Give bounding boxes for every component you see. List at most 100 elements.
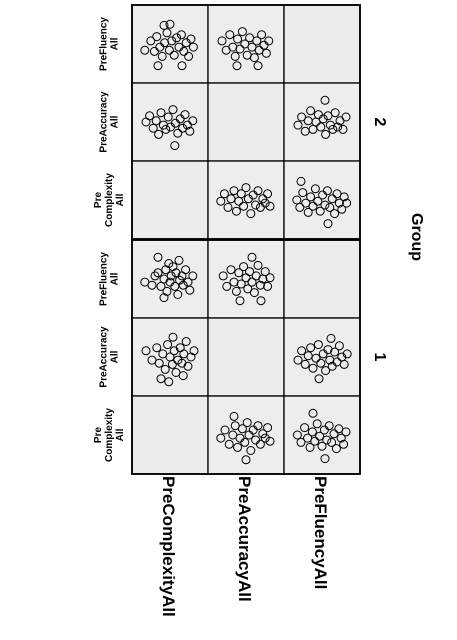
data-point xyxy=(341,427,351,437)
scatter-cell xyxy=(207,160,285,240)
data-point xyxy=(167,36,177,46)
data-point xyxy=(231,286,241,296)
data-point xyxy=(152,343,162,353)
data-point xyxy=(307,427,317,437)
data-point xyxy=(253,421,263,431)
data-point xyxy=(154,358,164,368)
variable-header-label: PreFluency All xyxy=(99,17,121,71)
group-panel-label: 2 xyxy=(371,118,388,127)
data-point xyxy=(263,423,273,433)
data-point xyxy=(152,32,162,42)
scatter-cell xyxy=(131,82,209,162)
data-point xyxy=(333,122,343,132)
data-point xyxy=(174,255,184,265)
data-point xyxy=(322,186,332,196)
data-point xyxy=(308,408,318,418)
data-point xyxy=(231,206,241,216)
data-point xyxy=(264,36,274,46)
data-point xyxy=(316,122,326,132)
data-point xyxy=(233,442,243,452)
data-point xyxy=(260,267,270,277)
row-variable-label-text: PreComplexityAll xyxy=(159,476,178,617)
data-point xyxy=(330,108,340,118)
data-point xyxy=(296,176,306,186)
variable-header-text: PreAccuracy xyxy=(99,326,110,388)
data-point xyxy=(160,364,170,374)
data-point xyxy=(297,112,307,122)
data-point xyxy=(148,123,158,133)
data-point xyxy=(329,429,339,439)
data-point xyxy=(163,340,173,350)
data-point xyxy=(181,265,191,275)
cell-points xyxy=(292,176,352,229)
data-point xyxy=(217,36,227,46)
data-point xyxy=(253,186,263,196)
variable-header-label: Pre Complexity All xyxy=(93,173,126,227)
data-point xyxy=(306,106,316,116)
data-point xyxy=(185,285,195,295)
data-point xyxy=(320,95,330,105)
data-point xyxy=(315,206,325,216)
data-point xyxy=(263,281,273,291)
data-point xyxy=(162,28,172,38)
data-point xyxy=(308,363,318,373)
data-point xyxy=(306,343,316,353)
data-point xyxy=(180,110,190,120)
data-point xyxy=(237,424,247,434)
data-point xyxy=(252,36,262,46)
data-point xyxy=(186,34,196,44)
data-point xyxy=(323,219,333,229)
data-point xyxy=(157,51,167,61)
data-point xyxy=(295,202,305,212)
data-point xyxy=(153,268,163,278)
variable-header-text: Complexity xyxy=(104,408,115,462)
data-point xyxy=(308,201,318,211)
data-point xyxy=(219,189,229,199)
data-point xyxy=(218,271,228,281)
variable-header-text: All xyxy=(110,272,121,285)
cell-points xyxy=(293,95,351,139)
data-point xyxy=(156,374,166,384)
data-point xyxy=(188,116,198,126)
variable-header-label: PreFluency All xyxy=(99,252,121,306)
data-point xyxy=(249,288,259,298)
data-point xyxy=(188,42,198,52)
data-point xyxy=(253,61,263,71)
data-point xyxy=(336,433,346,443)
data-point xyxy=(226,265,236,275)
data-point xyxy=(236,279,246,289)
data-point xyxy=(265,273,275,283)
data-point xyxy=(170,141,180,151)
variable-header-text: PreAccuracy xyxy=(99,91,110,153)
data-point xyxy=(325,202,335,212)
diagonal-cell xyxy=(131,160,209,240)
panel-frame xyxy=(131,239,361,475)
data-point xyxy=(241,183,251,193)
data-point xyxy=(189,346,199,356)
data-point xyxy=(243,284,253,294)
data-point xyxy=(188,271,198,281)
data-point xyxy=(168,332,178,342)
scatter-cell xyxy=(131,317,209,397)
data-point xyxy=(342,349,352,359)
variable-header-label: PreAccuracy All xyxy=(99,326,121,388)
panel-title: Group xyxy=(408,213,425,261)
data-point xyxy=(338,124,348,134)
data-point xyxy=(328,124,338,134)
variable-header-text: PreFluency xyxy=(99,17,110,71)
data-point xyxy=(310,184,320,194)
data-point xyxy=(167,359,177,369)
cell-points xyxy=(141,332,199,387)
variable-header-text: All xyxy=(110,350,121,363)
data-point xyxy=(183,361,193,371)
data-point xyxy=(316,358,326,368)
data-point xyxy=(315,431,325,441)
cell-points xyxy=(140,252,198,303)
data-point xyxy=(165,19,175,29)
data-point xyxy=(251,200,261,210)
data-point xyxy=(293,355,303,365)
row-variable-label: PreComplexityAll xyxy=(159,476,178,617)
data-point xyxy=(305,442,315,452)
data-point xyxy=(178,371,188,381)
